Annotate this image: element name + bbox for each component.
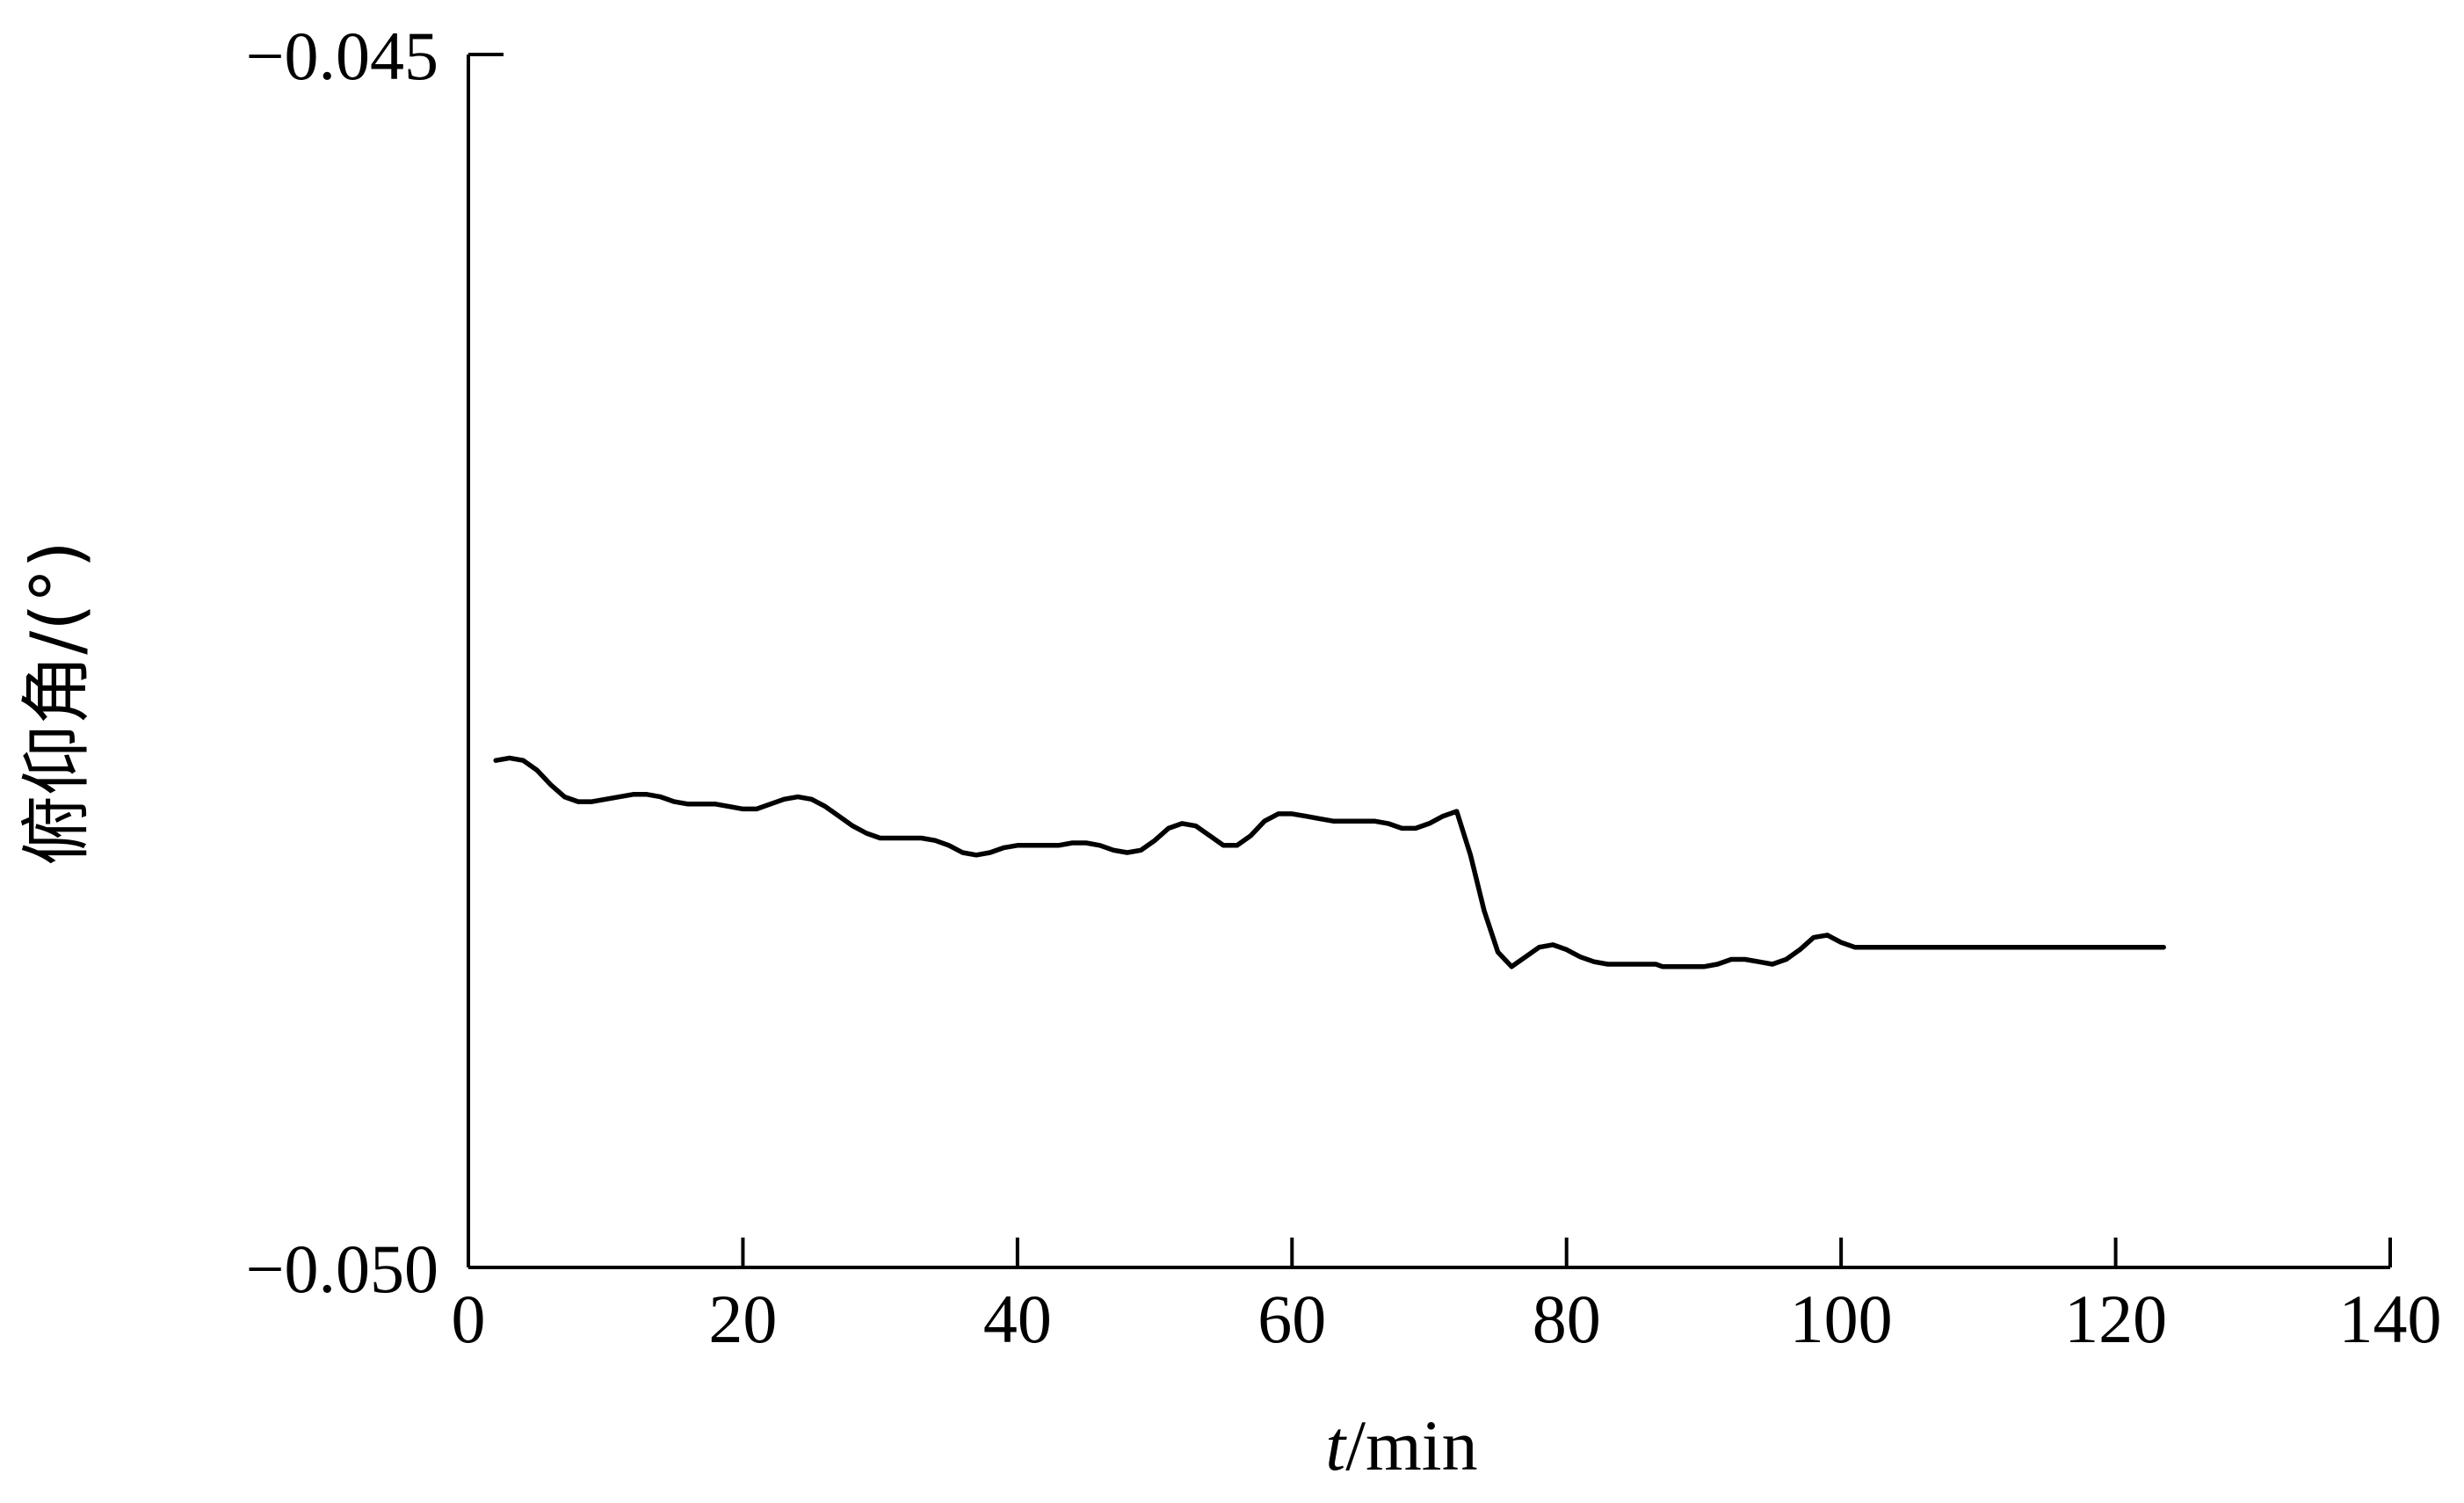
x-axis-label-variable: t (1325, 1405, 1347, 1485)
x-tick-label: 60 (1257, 1281, 1326, 1357)
x-tick-label: 80 (1533, 1281, 1601, 1357)
y-axis-label: 俯仰角/(°) (16, 541, 98, 865)
x-tick-label: 120 (2064, 1281, 2167, 1357)
y-tick-label: −0.050 (246, 1231, 439, 1307)
y-ticks: −0.045 −0.050 (246, 18, 504, 1307)
x-tick-label: 0 (452, 1281, 486, 1357)
axes (467, 54, 2390, 1269)
x-axis-label-unit: /min (1345, 1405, 1477, 1485)
x-tick-label: 40 (983, 1281, 1052, 1357)
plot-area (493, 755, 2166, 969)
series-line (493, 755, 2166, 969)
x-axis-label: t/min (1325, 1405, 1477, 1485)
x-tick-label: 20 (708, 1281, 777, 1357)
x-ticks: 0 20 40 60 80 100 120 140 (452, 1238, 2442, 1357)
x-tick-label: 140 (2339, 1281, 2442, 1357)
y-tick-label: −0.045 (246, 18, 439, 94)
x-tick-label: 100 (1790, 1281, 1893, 1357)
